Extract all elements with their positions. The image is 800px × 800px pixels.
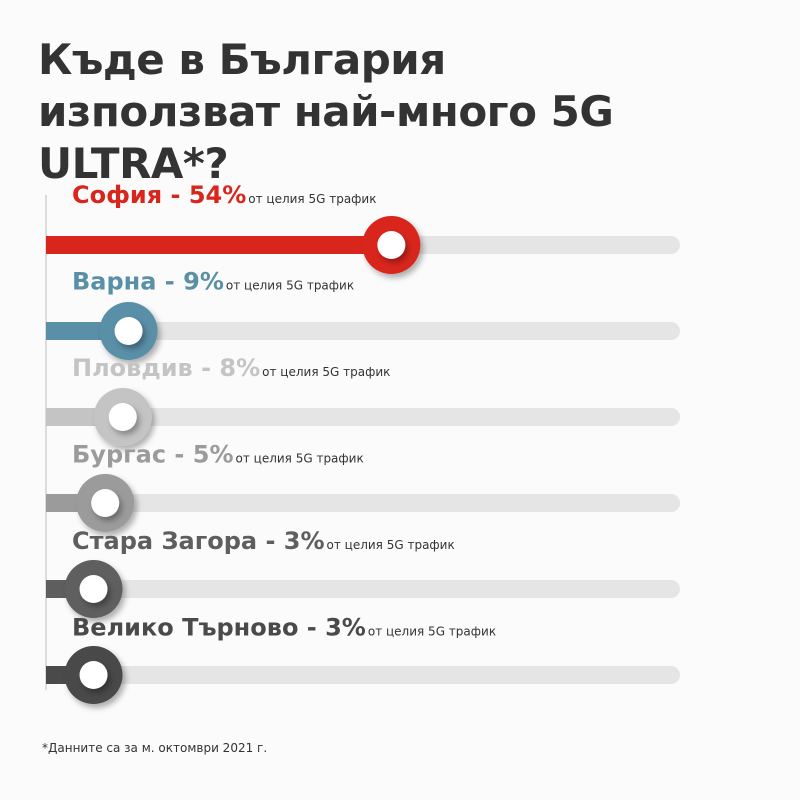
bar <box>46 236 392 254</box>
value-label: Бургас - 5% <box>72 441 234 469</box>
value-label: София - 54% <box>72 181 246 209</box>
bar-label: Пловдив - 8% от целия 5G трафик <box>72 354 390 382</box>
bar-knob-center <box>377 231 406 259</box>
value-label: Варна - 9% <box>72 268 224 296</box>
value-label: Пловдив - 8% <box>72 354 260 382</box>
value-label: Стара Загора - 3% <box>72 527 325 555</box>
footnote: *Данните са за м. октомври 2021 г. <box>42 741 267 755</box>
bar-label: Велико Търново - 3% от целия 5G трафик <box>72 614 496 642</box>
bar-label: Варна - 9% от целия 5G трафик <box>72 268 354 296</box>
bar-knob-center <box>91 489 120 517</box>
label-note: от целия 5G трафик <box>262 365 390 379</box>
bar-label: Бургас - 5% от целия 5G трафик <box>72 441 364 469</box>
bar-track <box>46 408 680 426</box>
bar-knob-center <box>108 403 137 431</box>
bar-label: София - 54% от целия 5G трафик <box>72 181 376 209</box>
bar-knob-center <box>114 317 143 345</box>
chart-title: Къде в България използват най-много 5G U… <box>38 35 614 188</box>
label-note: от целия 5G трафик <box>236 452 364 466</box>
bar-knob-center <box>79 661 108 689</box>
label-note: от целия 5G трафик <box>226 279 354 293</box>
bar-track <box>46 666 680 684</box>
label-note: от целия 5G трафик <box>248 192 376 206</box>
bar-track <box>46 580 680 598</box>
label-note: от целия 5G трафик <box>368 625 496 639</box>
bar-label: Стара Загора - 3% от целия 5G трафик <box>72 527 455 555</box>
bar-knob-center <box>79 575 108 603</box>
label-note: от целия 5G трафик <box>327 538 455 552</box>
bar-track <box>46 494 680 512</box>
value-label: Велико Търново - 3% <box>72 614 366 642</box>
bar-track <box>46 322 680 340</box>
